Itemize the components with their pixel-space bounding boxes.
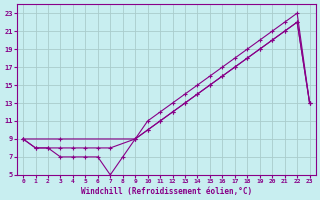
X-axis label: Windchill (Refroidissement éolien,°C): Windchill (Refroidissement éolien,°C) [81,187,252,196]
